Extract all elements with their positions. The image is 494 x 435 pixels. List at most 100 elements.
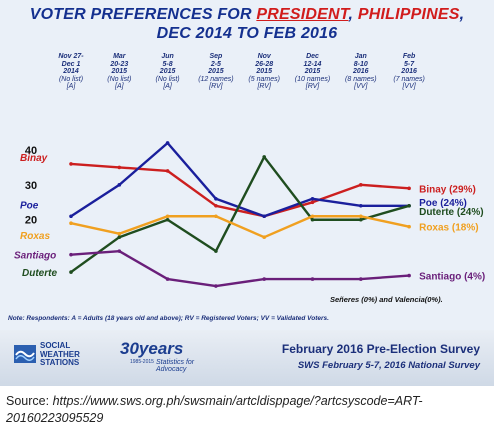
- title-office: PRESIDENT: [256, 6, 349, 23]
- data-point-duterte-6: [359, 217, 363, 222]
- series-line-poe: [70, 141, 410, 218]
- data-point-roxas-1: [117, 231, 122, 236]
- column-date: Dec 12-14 2015: [303, 53, 322, 75]
- data-point-binay-2: [165, 169, 170, 173]
- title-comma: ,: [459, 6, 465, 23]
- column-date: Sep 2-5 2015: [208, 53, 224, 75]
- minor-candidates-annotation: Señeres (0%) and Valencia(0%).: [330, 295, 443, 304]
- anniversary-logo: 30years 1985-2015 Statistics for Advocac…: [120, 339, 194, 373]
- org-line1: SOCIAL: [40, 341, 71, 350]
- survey-column-headers: Nov 27- Dec 1 2014 (No list) [A] Mar 20-23…: [0, 53, 494, 113]
- data-point-duterte-2: [165, 217, 170, 222]
- data-point-santiago-7: [407, 273, 411, 278]
- series-start-label-poe: Poe: [20, 200, 39, 211]
- data-point-poe-1: [117, 183, 122, 187]
- data-point-santiago-6: [359, 277, 363, 281]
- data-point-roxas-6: [359, 214, 363, 219]
- respondents-note: Note: Respondents: A = Adults (18 years …: [8, 315, 329, 322]
- chart-title-line1: VOTER PREFERENCES FOR PRESIDENT, PHILIPP…: [0, 6, 494, 24]
- series-end-label-poe: Poe (24%): [419, 198, 467, 209]
- data-point-santiago-2: [165, 277, 170, 281]
- source-caption: Source: https://www.sws.org.ph/swsmain/a…: [6, 393, 490, 427]
- data-point-duterte-3: [214, 249, 218, 253]
- title-country: PHILIPPINES: [357, 6, 460, 23]
- data-point-roxas-2: [165, 214, 170, 219]
- column-sample: (10 names) [RV]: [294, 75, 331, 91]
- y-tick-label-20: 20: [25, 215, 37, 227]
- data-point-binay-6: [359, 183, 363, 187]
- column-date: Nov 26-28 2015: [255, 53, 274, 75]
- column-header-6: Jan 8-10 2016 (8 names) [VV]: [336, 53, 386, 91]
- column-header-7: Feb 5-7 2016 (7 names) [VV]: [384, 53, 434, 91]
- column-header-5: Dec 12-14 2015 (10 names) [RV]: [288, 53, 338, 91]
- sws-logo-text: SOCIAL WEATHER STATIONS: [40, 341, 80, 368]
- title-separator: ,: [348, 6, 358, 23]
- series-start-label-duterte: Duterte: [22, 268, 57, 279]
- series-line-santiago: [70, 249, 410, 288]
- y-tick-label-40: 40: [25, 145, 37, 157]
- column-header-3: Sep 2-5 2015 (12 names) [RV]: [191, 53, 241, 91]
- data-point-binay-7: [407, 186, 411, 191]
- survey-subtitle: SWS February 5-7, 2016 National Survey: [297, 360, 480, 371]
- column-sample: (5 names) [RV]: [248, 75, 280, 91]
- data-point-binay-3: [214, 203, 218, 208]
- data-point-duterte-4: [262, 155, 267, 159]
- data-point-santiago-3: [214, 284, 218, 288]
- column-sample: (12 names) [RV]: [198, 75, 234, 91]
- data-point-santiago-1: [117, 249, 122, 253]
- data-point-poe-4: [262, 214, 267, 219]
- y-tick-label-30: 30: [25, 180, 37, 192]
- title-prefix: VOTER PREFERENCES FOR: [29, 6, 257, 23]
- column-sample: (8 names) [VV]: [345, 75, 377, 91]
- data-point-roxas-7: [407, 224, 411, 229]
- series-start-label-santiago: Santiago: [14, 251, 56, 262]
- series-end-label-binay: Binay (29%): [419, 184, 476, 195]
- data-point-santiago-0: [69, 252, 73, 257]
- org-line3: STATIONS: [40, 358, 80, 367]
- anniversary-years: 1985-2015: [130, 359, 154, 365]
- data-point-roxas-5: [310, 214, 315, 219]
- source-url[interactable]: https://www.sws.org.ph/swsmain/artcldisp…: [6, 394, 423, 425]
- data-point-binay-5: [310, 200, 315, 205]
- series-end-label-duterte: Duterte (24%): [419, 207, 483, 218]
- data-point-duterte-1: [117, 235, 122, 239]
- data-point-poe-3: [214, 197, 218, 201]
- data-point-santiago-4: [262, 277, 267, 281]
- column-header-4: Nov 26-28 2015 (5 names) [RV]: [239, 53, 289, 91]
- data-point-roxas-0: [69, 221, 73, 226]
- chart-title-line2: DEC 2014 TO FEB 2016: [156, 25, 338, 42]
- column-date: Nov 27- Dec 1 2014: [58, 53, 84, 75]
- column-date: Jun 5-8 2015: [159, 53, 176, 75]
- series-start-label-binay: Binay: [20, 153, 48, 164]
- sws-logo-icon: [14, 345, 36, 363]
- org-line2: WEATHER: [40, 349, 80, 359]
- column-date: Jan 8-10 2016: [353, 53, 369, 75]
- series-line-roxas: [70, 215, 410, 239]
- column-date: Feb 5-7 2016: [401, 53, 417, 75]
- column-sample: (No list) [A]: [155, 75, 180, 91]
- data-point-duterte-7: [407, 203, 411, 208]
- column-date: Mar 20-23 2015: [110, 53, 129, 75]
- anniversary-tagline: Statistics for Advocacy: [156, 359, 195, 373]
- column-header-2: Jun 5-8 2015 (No list) [A]: [143, 53, 193, 91]
- survey-title: February 2016 Pre-Election Survey: [281, 342, 480, 356]
- data-point-poe-2: [165, 141, 170, 145]
- data-point-binay-0: [69, 162, 73, 166]
- data-point-poe-5: [310, 197, 315, 201]
- data-point-poe-0: [69, 214, 73, 219]
- data-point-binay-1: [117, 165, 122, 170]
- data-point-duterte-0: [69, 270, 73, 274]
- series-end-label-santiago: Santiago (4%): [419, 272, 485, 283]
- column-header-1: Mar 20-23 2015 (No list) [A]: [94, 53, 144, 91]
- column-sample: (No list) [A]: [107, 75, 132, 91]
- series-line-binay: [70, 162, 410, 218]
- source-label: Source:: [6, 394, 53, 408]
- footer-banner: [0, 330, 494, 386]
- series-start-label-roxas: Roxas: [20, 231, 50, 242]
- anniversary-title: 30years: [120, 339, 184, 358]
- data-point-santiago-5: [310, 277, 315, 281]
- column-sample: (7 names) [VV]: [393, 75, 425, 91]
- data-point-duterte-5: [310, 217, 315, 222]
- data-point-roxas-3: [214, 214, 218, 219]
